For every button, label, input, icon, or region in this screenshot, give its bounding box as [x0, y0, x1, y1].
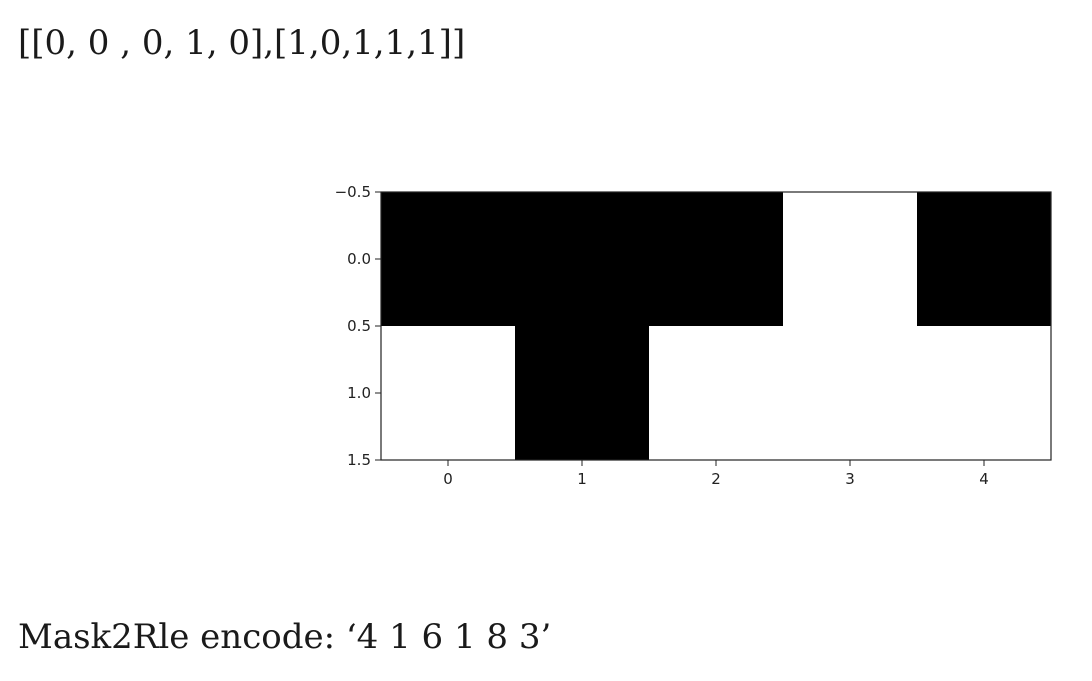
heatmap-cell-r1-c0 — [381, 326, 516, 461]
heatmap-cell-r1-c3 — [783, 326, 918, 461]
y-tick-label: 1.5 — [347, 451, 371, 469]
rle-encode-text: Mask2Rle encode: ‘4 1 6 1 8 3’ — [18, 617, 552, 657]
array-text: [[0, 0 , 0, 1, 0],[1,0,1,1,1]] — [18, 23, 466, 63]
heatmap-cell-r1-c1 — [515, 326, 650, 461]
y-tick-label: 0.5 — [347, 317, 371, 335]
heatmap-cell-r0-c2 — [649, 192, 784, 327]
x-tick-label: 0 — [443, 470, 453, 488]
heatmap-cell-r1-c2 — [649, 326, 784, 461]
y-axis-ticks: −0.5 0.0 0.5 1.0 1.5 — [335, 183, 381, 469]
heatmap-cells — [381, 192, 1052, 461]
heatmap-cell-r0-c4 — [917, 192, 1052, 327]
y-tick-label: −0.5 — [335, 183, 371, 201]
x-axis-ticks: 0 1 2 3 4 — [443, 460, 989, 488]
x-tick-label: 2 — [711, 470, 721, 488]
mask-heatmap-chart: 0 1 2 3 4 −0.5 0.0 0.5 1.0 1.5 — [335, 183, 1052, 488]
y-tick-label: 1.0 — [347, 384, 371, 402]
x-tick-label: 1 — [577, 470, 587, 488]
heatmap-cell-r1-c4 — [917, 326, 1052, 461]
x-tick-label: 4 — [979, 470, 989, 488]
heatmap-cell-r0-c3 — [783, 192, 918, 327]
heatmap-cell-r0-c1 — [515, 192, 650, 327]
x-tick-label: 3 — [845, 470, 855, 488]
y-tick-label: 0.0 — [347, 250, 371, 268]
heatmap-cell-r0-c0 — [381, 192, 516, 327]
